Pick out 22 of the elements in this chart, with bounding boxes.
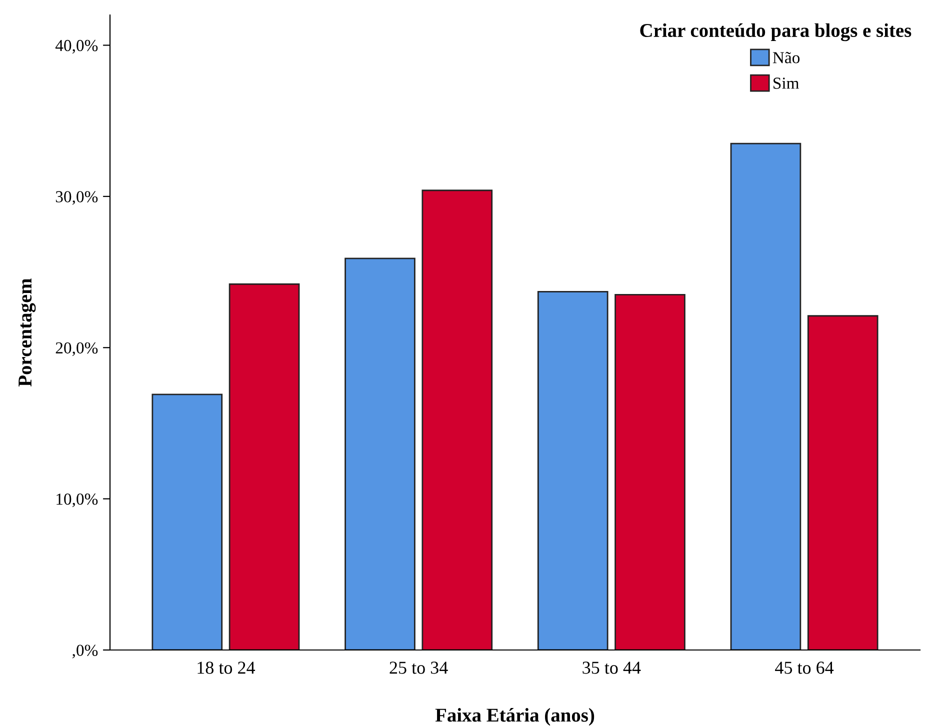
bar — [152, 394, 223, 650]
y-axis-title: Porcentagem — [18, 278, 36, 387]
x-axis-title: Faixa Etária (anos) — [435, 708, 594, 726]
legend-title: Criar conteúdo para blogs e sites — [640, 23, 912, 42]
legend-label: Não — [772, 52, 800, 64]
bar — [807, 315, 878, 650]
legend-label: Sim — [774, 78, 800, 89]
x-tick-label: 45 to 64 — [775, 662, 834, 674]
bar — [730, 142, 802, 650]
y-tick-label: 30,0% — [56, 191, 98, 205]
x-tick-label: 18 to 24 — [198, 662, 256, 674]
y-tick-label: 40,0% — [55, 40, 98, 54]
y-tick-label: 20,0% — [56, 342, 98, 356]
y-tick-label: 10,0% — [56, 494, 98, 508]
bar — [344, 258, 416, 650]
bar — [614, 294, 686, 650]
bar — [422, 190, 493, 650]
bar — [537, 290, 608, 650]
x-tick-label: 35 to 44 — [582, 662, 641, 674]
y-tick-label: ,0% — [72, 644, 98, 658]
bar — [228, 283, 300, 650]
x-tick-label: 25 to 34 — [390, 662, 448, 674]
